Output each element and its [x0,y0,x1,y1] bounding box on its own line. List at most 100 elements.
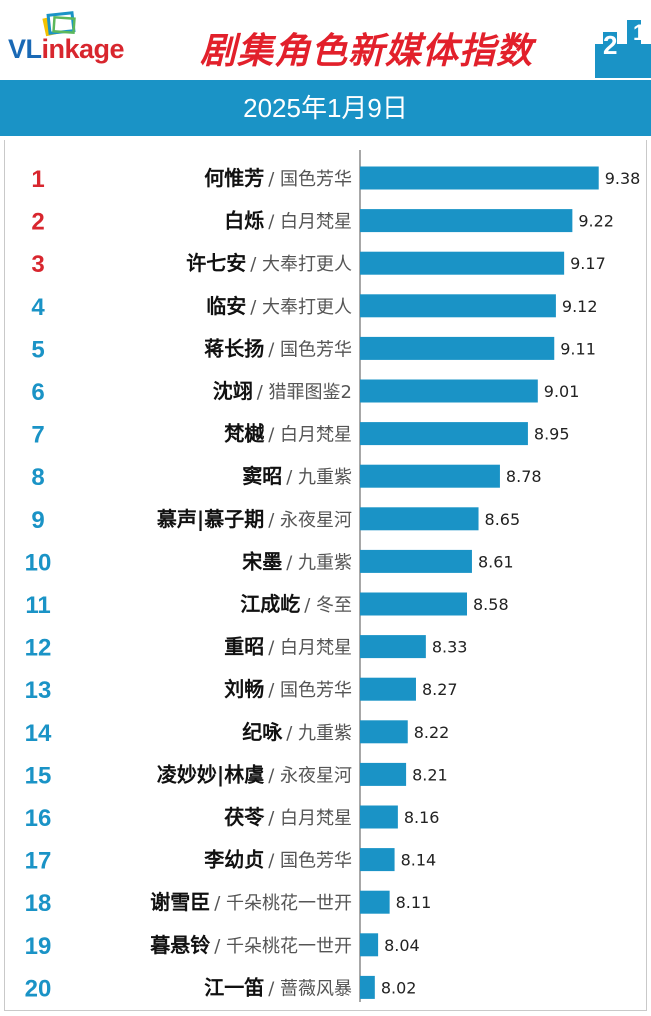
value-label: 8.04 [384,936,420,955]
rank-number: 19 [25,933,52,960]
date-label: 2025年1月9日 [243,93,408,123]
character-name: 何惟芳 [204,166,264,190]
value-label: 8.22 [414,723,450,742]
character-name: 谢雪臣 [150,890,210,914]
header: VLinkage 剧集角色新媒体指数 2 1 [0,0,651,78]
row-label: 重昭 / 白月梵星 [224,635,352,659]
label-separator: / [250,254,262,275]
bar [360,848,395,872]
value-label: 9.22 [578,212,614,231]
rank-number: 5 [31,336,44,363]
character-name: 蒋长扬 [204,336,264,360]
logo-text-rest: inkage [41,34,125,64]
value-label: 8.14 [401,851,437,870]
row-label: 沈翊 / 猎罪图鉴2 [213,379,352,403]
show-name: 白月梵星 [280,425,352,446]
rank-number: 3 [31,251,44,278]
row-label: 临安 / 大奉打更人 [206,294,352,318]
value-label: 8.16 [404,808,440,827]
date-band [0,80,651,136]
show-name: 九重紫 [298,723,352,744]
bar [360,720,408,744]
value-label: 9.12 [562,297,598,316]
row-label: 暮悬铃 / 千朵桃花一世开 [149,933,352,957]
rank-number: 14 [25,720,52,747]
logo-text: VLinkage [8,34,125,65]
value-label: 9.17 [570,254,606,273]
rank-number: 15 [25,762,52,789]
row-label: 纪咏 / 九重紫 [242,720,352,744]
chart-frame [4,140,647,1011]
rank-number: 9 [31,507,44,534]
label-separator: / [268,808,280,829]
svg-text:2: 2 [603,30,617,60]
bar [360,762,407,786]
chart-rows: 1 何惟芳 / 国色芳华 9.382 白烁 / 白月梵星 9.223 许七安 / 大奉打更人 9.… [25,166,641,1002]
ranking-chart: 1 何惟芳 / 国色芳华 9.382 白烁 / 白月梵星 9.223 许七安 / 大奉打更人 9.… [25,150,641,1002]
value-label: 8.78 [506,467,542,486]
label-separator: / [268,510,280,531]
show-name: 白月梵星 [280,808,352,829]
character-name: 江一笛 [204,975,264,999]
bar [360,209,573,233]
bar [360,294,556,318]
value-label: 9.38 [605,169,641,188]
row-label: 窦昭 / 九重紫 [242,464,352,488]
character-name: 梵樾 [224,422,265,446]
value-label: 8.11 [396,893,432,912]
rank-number: 7 [31,422,44,449]
value-label: 8.33 [432,638,468,657]
label-separator: / [214,893,226,914]
show-name: 白月梵星 [280,212,352,233]
character-name: 暮悬铃 [149,933,210,957]
vlinkage-logo: VLinkage [6,10,156,72]
rank-number: 8 [31,464,44,491]
bar [360,975,375,999]
row-label: 凌妙妙|林虞 / 永夜星河 [157,762,352,786]
page-title: 剧集角色新媒体指数 [200,31,534,72]
character-name: 宋墨 [242,549,282,573]
row-label: 许七安 / 大奉打更人 [186,251,352,275]
value-label: 8.58 [473,595,509,614]
row-label: 宋墨 / 九重紫 [242,549,352,573]
row-label: 江成屹 / 冬至 [240,592,352,616]
show-name: 永夜星河 [280,765,352,786]
bar [360,251,565,275]
bar [360,507,479,531]
label-separator: / [214,936,226,957]
rank-number: 16 [25,805,52,832]
rank-number: 18 [25,890,52,917]
show-name: 白月梵星 [280,638,352,659]
show-name: 千朵桃花一世开 [226,893,352,914]
row-label: 慕声|慕子期 / 永夜星河 [157,507,352,531]
label-separator: / [268,680,280,701]
label-separator: / [268,851,280,872]
bar [360,422,528,446]
show-name: 国色芳华 [280,339,352,360]
value-label: 8.21 [412,765,448,784]
character-name: 慕声|慕子期 [157,507,264,531]
label-separator: / [268,978,280,999]
row-label: 白烁 / 白月梵星 [224,209,352,233]
rank-number: 20 [25,975,52,1002]
bar [360,890,390,914]
bar [360,592,468,616]
value-label: 9.01 [544,382,580,401]
svg-text:1: 1 [633,20,645,45]
label-separator: / [268,765,280,786]
character-name: 许七安 [186,251,246,275]
show-name: 蔷薇风暴 [280,978,352,999]
value-label: 8.95 [534,425,570,444]
rank-number: 13 [25,677,52,704]
character-name: 窦昭 [242,464,282,488]
label-separator: / [257,382,269,403]
rank-number: 6 [31,379,44,406]
show-name: 大奉打更人 [262,297,352,318]
show-name: 永夜星河 [280,510,352,531]
row-label: 何惟芳 / 国色芳华 [204,166,352,190]
rank-number: 1 [31,166,44,193]
label-separator: / [286,552,298,573]
bar [360,549,472,573]
show-name: 国色芳华 [280,680,352,701]
show-name: 国色芳华 [280,851,352,872]
